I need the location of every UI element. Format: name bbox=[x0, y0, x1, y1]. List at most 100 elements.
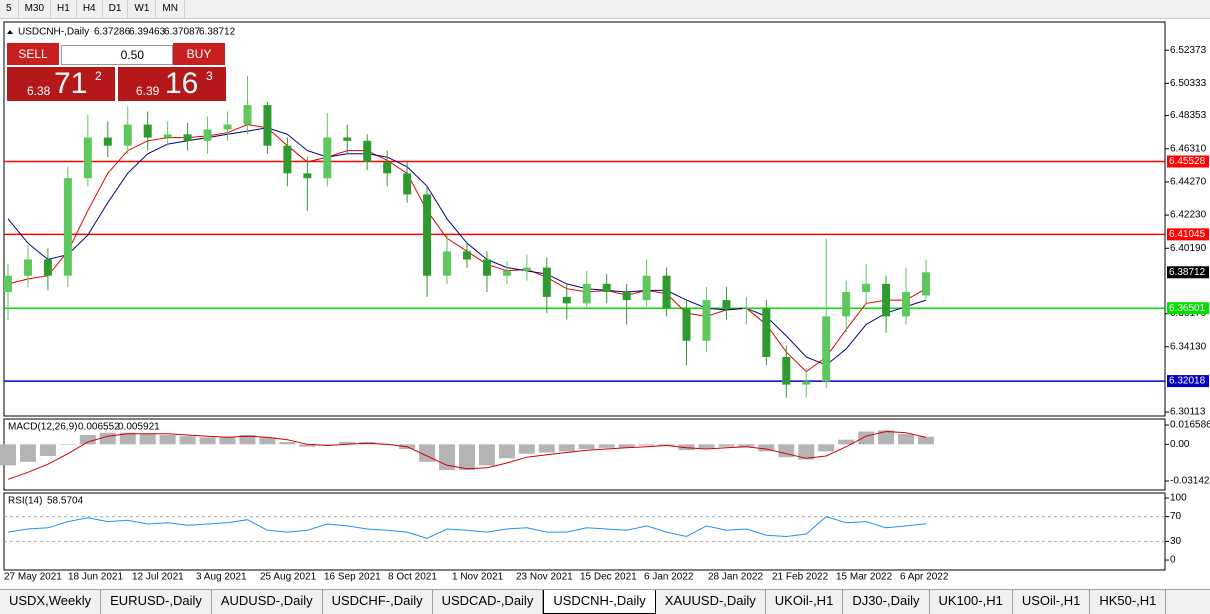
candle-body bbox=[782, 356, 791, 385]
last-price-box bbox=[1167, 266, 1209, 279]
macd-bar bbox=[219, 437, 236, 445]
macd-bar bbox=[578, 444, 595, 450]
x-tick-label: 21 Feb 2022 bbox=[772, 572, 829, 583]
macd-bar bbox=[39, 444, 56, 457]
macd-bar bbox=[638, 444, 655, 446]
chart-tab[interactable]: AUDUSD-,Daily bbox=[212, 590, 323, 614]
macd-value: 0.006552 bbox=[78, 422, 120, 433]
rsi-value: 58.5704 bbox=[47, 496, 84, 507]
candle-body bbox=[602, 283, 611, 292]
bid-pips: 71 bbox=[54, 67, 88, 100]
macd-bar bbox=[758, 444, 775, 452]
candle-body bbox=[4, 275, 12, 292]
symbol-title: USDCNH-,Daily bbox=[18, 27, 89, 38]
y-tick-label: 0.016586 bbox=[1170, 420, 1210, 431]
macd-bar bbox=[339, 442, 356, 445]
candle-body bbox=[922, 272, 930, 296]
chart-tab[interactable]: DJ30-,Daily bbox=[843, 590, 930, 614]
candle-body bbox=[83, 137, 92, 179]
ask-price[interactable]: 6.39 16 3 bbox=[118, 67, 226, 101]
candle-body bbox=[143, 124, 152, 138]
macd-bar bbox=[598, 444, 615, 448]
chart-tab[interactable]: USDCHF-,Daily bbox=[323, 590, 433, 614]
timeframe-button[interactable]: M30 bbox=[19, 0, 52, 18]
chart-tab[interactable]: XAUUSD-,Daily bbox=[656, 590, 766, 614]
candle-body bbox=[682, 308, 691, 341]
level-label-box bbox=[1167, 228, 1209, 241]
macd-bar bbox=[319, 444, 336, 445]
y-tick-label: 100 bbox=[1170, 493, 1187, 504]
timeframe-button[interactable]: MN bbox=[156, 0, 185, 18]
chart: 6.52373 6.50333 6.48353 6.46310 6.44270 6.422… bbox=[0, 21, 1210, 583]
candle-body bbox=[383, 161, 392, 174]
timeframe-button[interactable]: H4 bbox=[77, 0, 103, 18]
macd-bar bbox=[918, 436, 934, 445]
chart-tab[interactable]: USOil-,H1 bbox=[1013, 590, 1091, 614]
ask-frac: 3 bbox=[206, 69, 213, 83]
sell-button[interactable]: SELL bbox=[7, 43, 59, 65]
y-tick-label: 6.42230 bbox=[1170, 210, 1207, 221]
chart-tab[interactable]: USDCAD-,Daily bbox=[433, 590, 544, 614]
rsi-line bbox=[7, 516, 927, 539]
candle-body bbox=[63, 178, 72, 276]
rsi-title: RSI(14) bbox=[8, 496, 42, 507]
candle-body bbox=[303, 173, 312, 179]
macd-bar bbox=[199, 437, 216, 445]
chart-tab[interactable]: UKOil-,H1 bbox=[766, 590, 844, 614]
timeframe-button[interactable]: H1 bbox=[51, 0, 77, 18]
macd-bar bbox=[279, 442, 296, 445]
macd-bar bbox=[99, 432, 116, 445]
macd-bar bbox=[778, 444, 795, 458]
candle-body bbox=[283, 145, 292, 174]
bid-price[interactable]: 6.38 71 2 bbox=[7, 67, 115, 101]
ohlc-low: 6.37087 bbox=[164, 27, 201, 38]
macd-bar bbox=[19, 444, 36, 462]
candle-body bbox=[243, 105, 252, 125]
timeframe-button[interactable]: W1 bbox=[128, 0, 157, 18]
chart-tab[interactable]: USDCNH-,Daily bbox=[543, 590, 656, 614]
candle-body bbox=[183, 134, 192, 141]
macd-bar bbox=[259, 437, 276, 445]
ask-big: 6.39 bbox=[136, 84, 160, 98]
chart-tab[interactable]: EURUSD-,Daily bbox=[101, 590, 212, 614]
x-tick-label: 6 Apr 2022 bbox=[900, 572, 949, 583]
one-click-trading: SELL 0.50 BUY 6.38 71 2 6.39 16 3 bbox=[7, 43, 227, 101]
chart-tab[interactable]: UK100-,H1 bbox=[930, 590, 1013, 614]
macd-bar bbox=[698, 444, 715, 450]
rsi-panel bbox=[3, 492, 1166, 571]
x-tick-label: 3 Aug 2021 bbox=[196, 572, 247, 583]
macd-bar bbox=[0, 444, 16, 466]
candle-body bbox=[762, 308, 771, 357]
x-tick-label: 18 Jun 2021 bbox=[68, 572, 123, 583]
x-tick-label: 23 Nov 2021 bbox=[516, 572, 573, 583]
candle-body bbox=[343, 137, 352, 141]
candle-body bbox=[482, 259, 491, 276]
candle-body bbox=[203, 129, 212, 141]
level-label: 6.41045 bbox=[1169, 229, 1206, 240]
x-tick-label: 6 Jan 2022 bbox=[644, 572, 694, 583]
candle-body bbox=[882, 283, 891, 317]
ohlc-high: 6.39463 bbox=[129, 27, 166, 38]
x-tick-label: 25 Aug 2021 bbox=[260, 572, 317, 583]
candle-body bbox=[722, 300, 731, 309]
signal-line bbox=[7, 430, 927, 480]
y-tick-label: 6.52373 bbox=[1170, 45, 1207, 56]
chart-tab[interactable]: HK50-,H1 bbox=[1090, 590, 1167, 614]
collapse-icon[interactable] bbox=[7, 30, 13, 34]
chart-tab[interactable]: USDX,Weekly bbox=[0, 590, 102, 614]
timeframe-button[interactable]: 5 bbox=[0, 0, 19, 18]
candle-body bbox=[582, 283, 591, 304]
lot-input[interactable]: 0.50 bbox=[61, 45, 173, 65]
x-tick-label: 8 Oct 2021 bbox=[388, 572, 437, 583]
level-label: 6.32018 bbox=[1169, 376, 1206, 387]
macd-bar bbox=[798, 444, 815, 460]
timeframe-button[interactable]: D1 bbox=[103, 0, 129, 18]
macd-bar bbox=[898, 433, 915, 445]
y-tick-label: 6.34130 bbox=[1170, 341, 1207, 352]
buy-button[interactable]: BUY bbox=[173, 43, 225, 65]
macd-bar bbox=[478, 444, 495, 466]
x-tick-label: 27 May 2021 bbox=[4, 572, 62, 583]
y-tick-label: 6.50333 bbox=[1170, 78, 1207, 89]
macd-bar bbox=[498, 444, 515, 459]
bid-frac: 2 bbox=[95, 69, 102, 83]
